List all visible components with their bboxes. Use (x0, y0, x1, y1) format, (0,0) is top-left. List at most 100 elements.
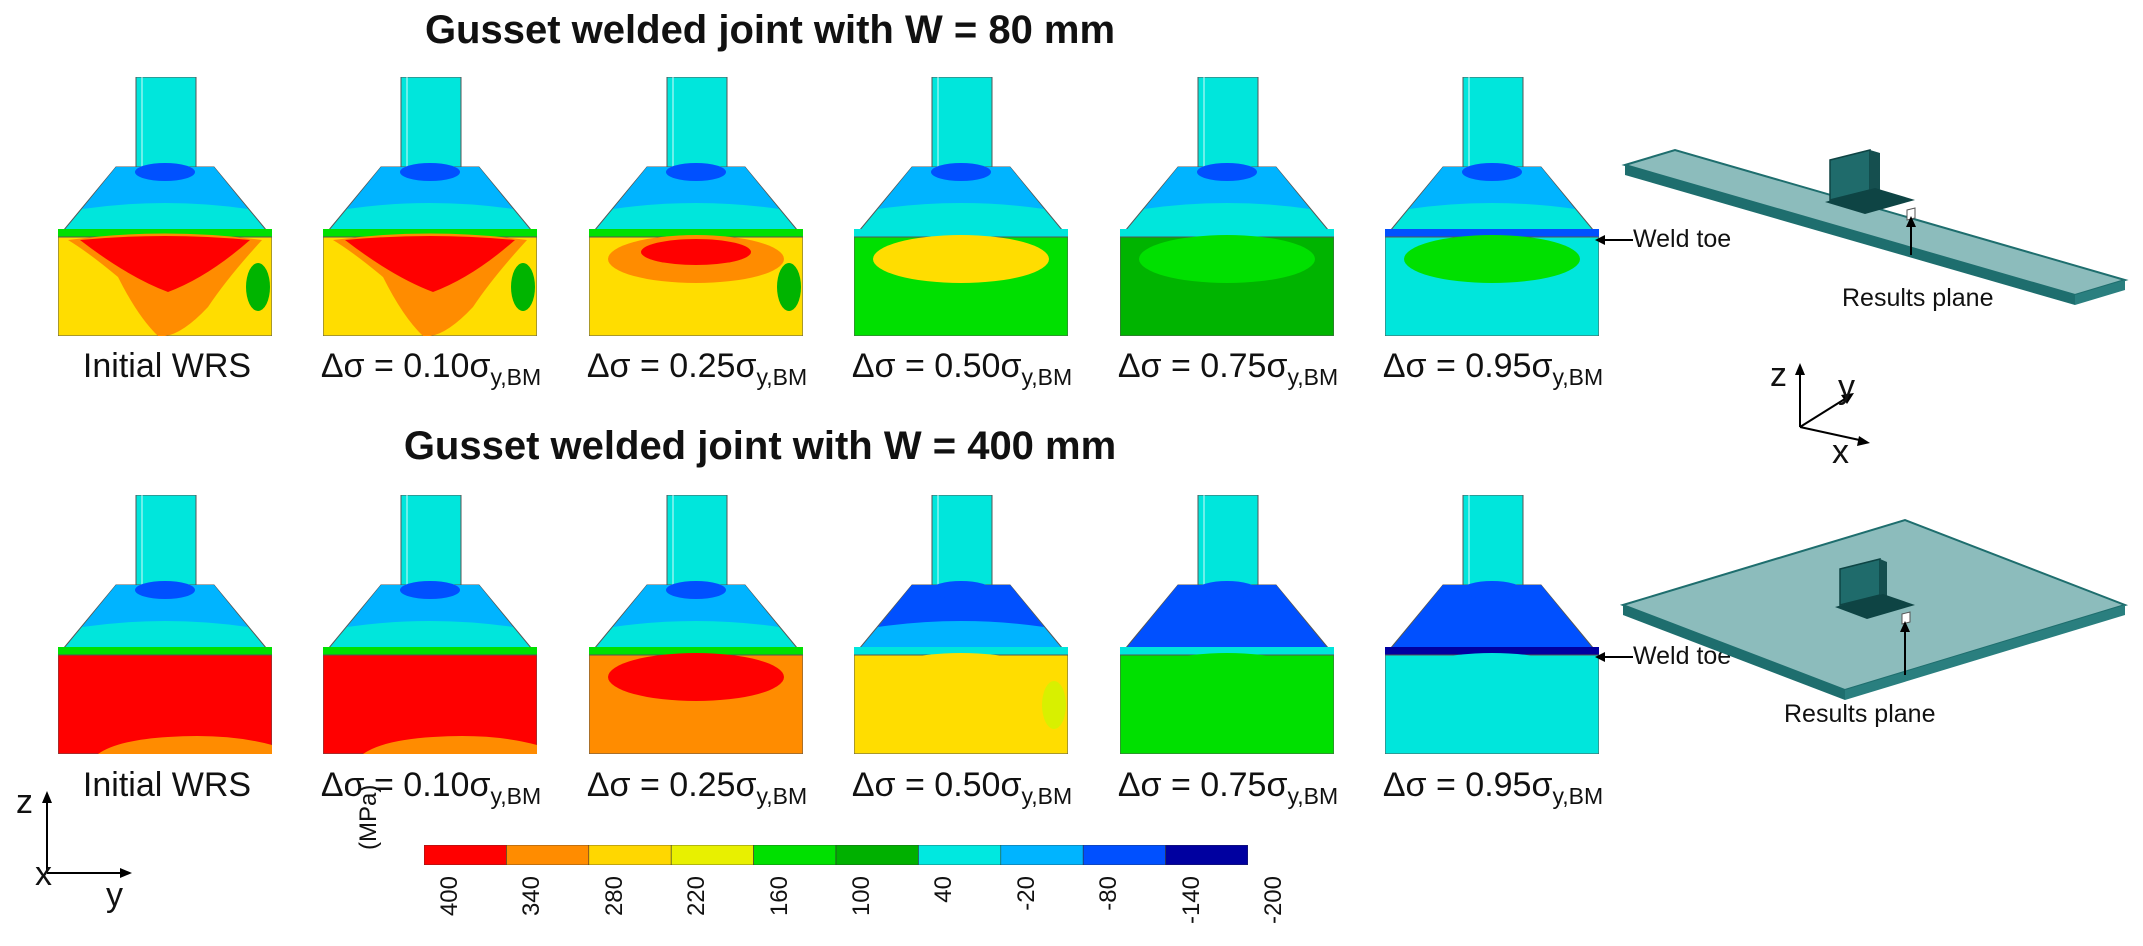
stress-contour-panel (854, 495, 1068, 754)
gusset-stem (1197, 77, 1259, 168)
panel-label-initial-wrs: Initial WRS (82, 347, 252, 385)
colorbar-segment (506, 845, 590, 865)
contour-side (1042, 681, 1066, 729)
gusset-stem (931, 495, 993, 586)
contour-side (1573, 681, 1597, 729)
stem-root-contour (400, 163, 460, 181)
plate-model-w80 (1621, 148, 2129, 305)
gusset-stem (1197, 495, 1259, 586)
contour-side (511, 681, 535, 729)
contour-side (246, 263, 270, 311)
trapezoid-contour (613, 167, 779, 209)
colorbar-tick-label: -200 (1260, 876, 1287, 925)
colorbar-segment (1000, 845, 1084, 865)
weld-toe-band (854, 647, 1068, 655)
contour-core (363, 736, 537, 754)
colorbar-tick-label: 220 (683, 876, 711, 917)
stem-root-contour (931, 581, 991, 599)
contour-core (1404, 653, 1580, 701)
section-axis-x-label: x (35, 855, 52, 893)
gusset-stem (135, 495, 197, 586)
gusset-stem (1462, 495, 1524, 586)
colorbar-tick-label: 340 (518, 876, 546, 917)
contour-core (873, 235, 1049, 283)
contour-core-red (641, 239, 751, 265)
stress-contour-panel (323, 495, 537, 754)
iso-axis-y-label: y (1838, 368, 1855, 406)
contour-side (1042, 263, 1066, 311)
colorbar-segment (1082, 845, 1166, 865)
iso-axes (1795, 363, 1870, 446)
weld-toe-band (854, 229, 1068, 237)
weld-toe-band (1120, 647, 1334, 655)
trapezoid-contour (347, 585, 513, 627)
contour-side (246, 681, 270, 729)
results-plane-label: Results plane (1784, 700, 1936, 728)
colorbar-tick-label: 400 (436, 876, 463, 917)
panel-label-ds-095: Δσ = 0.95σy,BM (1382, 766, 1604, 809)
trapezoid-contour (613, 585, 779, 627)
gusset-stem (931, 77, 993, 168)
panel-label-ds-010: Δσ = 0.10σy,BM (320, 766, 542, 809)
stem-root-contour (1462, 163, 1522, 181)
contour-side (1308, 263, 1332, 311)
colorbar-segment (588, 845, 672, 865)
section-axis-y-label: y (106, 876, 123, 914)
stress-contour-panel (323, 77, 537, 336)
stem-root-contour (1462, 581, 1522, 599)
colorbar-tick-label: -20 (1012, 876, 1040, 911)
results-plane-label: Results plane (1842, 284, 1994, 312)
weld-toe-arrow (1595, 652, 1633, 662)
colorbar-tick-label: 40 (930, 876, 958, 903)
panel-label-initial-wrs: Initial WRS (82, 766, 252, 804)
stress-contour-panel (58, 495, 272, 754)
stress-contour-panel (58, 77, 272, 336)
stem-root-contour (666, 163, 726, 181)
stress-contour-panel (1120, 77, 1334, 336)
colorbar-segment (835, 845, 919, 865)
weld-toe-arrow (1595, 235, 1633, 245)
trapezoid-contour (1144, 167, 1310, 209)
section-axis-z-label: z (16, 783, 33, 821)
panel-label-ds-010: Δσ = 0.10σy,BM (320, 347, 542, 390)
panel-label-ds-095: Δσ = 0.95σy,BM (1382, 347, 1604, 390)
contour-core (345, 236, 515, 292)
weld-toe-band (58, 647, 272, 655)
stress-contour-panel (589, 495, 803, 754)
trapezoid-contour (347, 167, 513, 209)
panel-label-ds-025: Δσ = 0.25σy,BM (586, 766, 808, 809)
panel-label-ds-025: Δσ = 0.25σy,BM (586, 347, 808, 390)
colorbar-unit: (MPa) (355, 784, 382, 850)
colorbar-tick-label: -80 (1095, 876, 1123, 911)
plate-model-w400 (1619, 518, 2129, 700)
stress-contour-panel (1385, 495, 1599, 754)
iso-axis-z-label: z (1770, 356, 1787, 394)
contour-side (777, 681, 801, 729)
colorbar-segment (424, 845, 507, 865)
contour-side (511, 263, 535, 311)
contour-side (1573, 263, 1597, 311)
trapezoid-contour (1144, 585, 1310, 627)
gusset-stem (666, 495, 728, 586)
stress-contour-panel (1385, 77, 1599, 336)
colorbar-segment (918, 845, 1002, 865)
contour-side (777, 263, 801, 311)
colorbar-tick-label: 100 (848, 876, 875, 917)
colorbar (424, 845, 1248, 865)
trapezoid-contour (878, 585, 1044, 627)
weld-toe-band (1385, 647, 1599, 655)
contour-core (1404, 235, 1580, 283)
weld-toe-label: Weld toe (1633, 225, 1732, 253)
weld-toe-band (589, 647, 803, 655)
panel-label-ds-075: Δσ = 0.75σy,BM (1117, 766, 1339, 809)
trapezoid-contour (82, 585, 248, 627)
iso-axis-x-label: x (1832, 433, 1849, 471)
stem-root-contour (1197, 581, 1257, 599)
colorbar-segment (1165, 845, 1248, 865)
trapezoid-contour (1409, 585, 1575, 627)
colorbar-tick-label: -140 (1177, 876, 1205, 925)
stem-root-contour (931, 163, 991, 181)
colorbar-segment (670, 845, 754, 865)
stem-root-contour (135, 581, 195, 599)
gusset-stem (666, 77, 728, 168)
